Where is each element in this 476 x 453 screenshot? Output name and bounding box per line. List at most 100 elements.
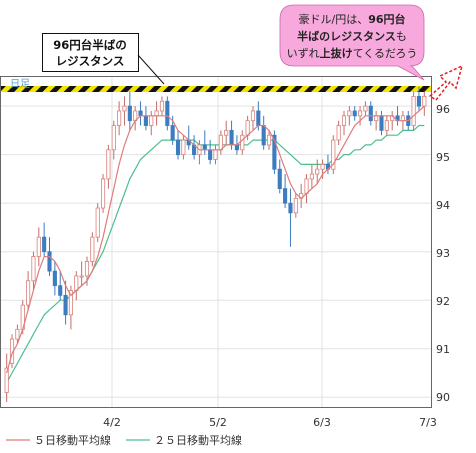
callout-line1: 豪ドル/円は、96円台 [298,12,405,26]
candle [358,106,363,126]
candle-body [352,110,357,117]
candle [52,261,57,296]
candle-body [47,251,52,272]
candle [368,101,373,126]
candle-body [181,139,186,156]
candle-body [58,285,63,296]
candle [106,144,111,189]
callout-bubble [279,4,425,81]
y-tick: 94 [436,199,450,212]
candle-body [154,110,159,117]
candle [122,96,127,126]
candle-body [288,202,293,214]
y-tick: 92 [436,295,450,308]
candle-body [411,96,416,126]
candle [31,251,36,291]
candle-body [31,256,36,282]
candle-body [213,149,218,160]
candle [159,96,165,116]
candle-body [336,125,341,141]
candle [15,324,20,344]
candle [411,91,416,131]
candle [250,106,256,131]
period-label: 日足 [10,78,30,90]
candle-body [266,134,272,146]
forecast-callout: 豪ドル/円は、96円台 半ばのレジスタンスも いずれ上抜けてくるだろう [279,4,425,81]
candle-body [379,115,384,131]
candle [331,135,336,175]
candle-body [293,197,298,214]
candle-body [68,290,73,316]
candle-body [400,115,405,122]
resistance-annotation: 96円台半ばの レジスタンス [42,33,165,85]
candle-body [416,96,422,107]
resistance-leader-line [137,54,165,85]
candle-body [143,115,148,126]
legend-label-ma25: ２５日移動平均線 [154,433,242,447]
candle [283,174,288,209]
candle-body [36,236,41,257]
candle [4,353,9,403]
candle [58,271,63,301]
candle-body [111,125,116,151]
candle [175,130,181,160]
candle [224,120,229,145]
candle [266,130,272,150]
candle-body [165,100,170,126]
candle-body [304,178,309,194]
candle [352,106,357,121]
candle [36,227,41,267]
candle-body [315,168,320,175]
candle-body [15,328,20,340]
candle-body [52,270,57,287]
resistance-label-box [42,33,139,72]
candle-body [283,188,288,204]
candle [272,130,277,175]
candle-body [170,125,175,141]
breakout-arrow [428,64,464,102]
candle-body [202,144,207,151]
candle-body [363,105,368,112]
candle [68,285,73,330]
candle [422,91,427,116]
x-axis: 4/2 5/2 6/3 7/3 [103,416,437,429]
ma5-line [6,105,425,374]
candle-body [358,110,363,117]
candle-body [229,129,234,146]
candle-body [149,115,154,126]
callout-line2: 半ばのレジスタンスも [297,29,407,43]
candle-body [42,236,47,253]
candle-body [331,139,336,170]
candle-body [122,105,127,112]
candle [165,96,170,131]
candle-body [74,275,79,291]
candle-body [374,115,379,122]
candle [341,110,347,136]
resistance-label-line2: レジスタンス [56,54,125,68]
candle [315,159,320,184]
candle-body [100,178,106,209]
y-tick: 90 [436,391,450,404]
x-tick: 5/2 [209,416,227,429]
candle [90,232,95,267]
candle-body [277,168,282,190]
candle [384,115,389,136]
candle-body [63,294,68,316]
candle-body [26,280,31,306]
candle [309,164,314,189]
candle-body [272,134,277,170]
y-tick: 96 [436,103,450,116]
candle-body [84,261,90,277]
candle [79,261,84,286]
candle-body [309,173,314,180]
resistance-band [1,86,431,92]
candle-body [106,149,111,180]
candle-body [422,96,427,107]
candle [363,101,368,116]
candle-body [175,139,181,156]
candle [240,130,245,155]
candle-body [261,125,266,146]
candle-body [218,134,223,151]
legend: ５日移動平均線 ２５日移動平均線 [6,433,242,447]
